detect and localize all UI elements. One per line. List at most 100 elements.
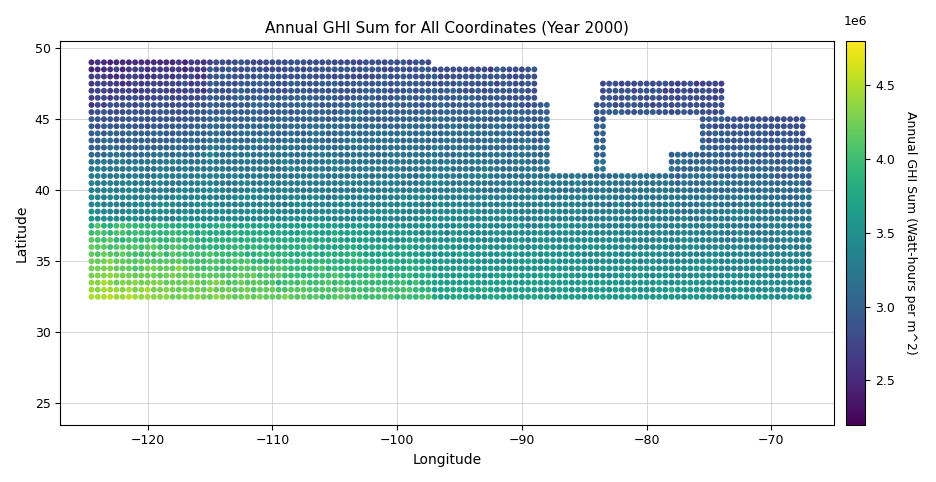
Point	[314, 58, 329, 66]
Point	[371, 130, 386, 137]
Point	[103, 136, 118, 144]
Point	[309, 265, 324, 272]
Point	[171, 130, 186, 137]
Point	[701, 272, 716, 280]
Point	[664, 293, 679, 301]
Point	[651, 187, 666, 194]
Point	[333, 87, 348, 94]
Point	[290, 115, 305, 123]
Point	[340, 286, 355, 294]
Point	[789, 158, 804, 166]
Point	[190, 279, 205, 286]
Point	[340, 257, 355, 265]
Point	[670, 179, 685, 187]
Point	[745, 172, 760, 180]
Point	[197, 229, 212, 237]
Point	[789, 293, 804, 301]
Point	[752, 144, 767, 151]
Point	[658, 215, 673, 223]
Point	[253, 236, 268, 244]
Point	[202, 172, 217, 180]
Point	[433, 87, 448, 94]
Point	[427, 279, 442, 286]
Point	[221, 265, 236, 272]
Point	[396, 243, 411, 251]
Point	[178, 229, 193, 237]
Point	[84, 222, 99, 229]
Point	[664, 201, 679, 208]
Point	[389, 58, 404, 66]
Point	[402, 94, 417, 102]
Point	[358, 201, 373, 208]
Point	[258, 158, 273, 166]
Point	[534, 101, 548, 109]
Point	[520, 80, 535, 87]
Point	[302, 66, 317, 73]
Point	[408, 58, 423, 66]
Point	[446, 293, 461, 301]
Point	[396, 215, 411, 223]
Point	[377, 172, 392, 180]
Point	[464, 80, 479, 87]
Point	[689, 243, 704, 251]
Point	[633, 272, 648, 280]
Point	[221, 201, 236, 208]
Point	[658, 229, 673, 237]
Point	[402, 286, 417, 294]
Point	[290, 272, 305, 280]
Point	[384, 58, 399, 66]
Point	[520, 179, 535, 187]
Point	[253, 201, 268, 208]
Point	[127, 158, 142, 166]
Point	[714, 179, 729, 187]
Point	[752, 236, 767, 244]
Point	[502, 265, 517, 272]
Point	[277, 151, 292, 159]
Point	[340, 158, 355, 166]
Point	[552, 172, 567, 180]
Point	[240, 172, 255, 180]
Point	[795, 193, 810, 201]
Point	[452, 265, 467, 272]
Point	[608, 172, 623, 180]
Point	[701, 165, 716, 173]
Point	[483, 87, 498, 94]
Point	[302, 151, 317, 159]
Point	[520, 144, 535, 151]
Point	[459, 144, 474, 151]
Point	[190, 87, 205, 94]
Point	[621, 257, 636, 265]
Point	[277, 58, 292, 66]
Point	[389, 293, 404, 301]
Point	[227, 250, 242, 258]
Point	[309, 201, 324, 208]
Point	[396, 122, 411, 130]
Point	[577, 229, 592, 237]
Point	[483, 101, 498, 109]
Point	[365, 250, 380, 258]
Point	[215, 165, 230, 173]
Point	[446, 215, 461, 223]
Point	[389, 115, 404, 123]
Point	[471, 87, 486, 94]
Point	[515, 243, 530, 251]
Point	[776, 250, 791, 258]
Point	[190, 293, 205, 301]
Point	[427, 201, 442, 208]
Point	[602, 293, 617, 301]
Point	[321, 108, 336, 116]
Point	[633, 108, 648, 116]
Point	[127, 101, 142, 109]
Point	[464, 122, 479, 130]
Point	[197, 215, 212, 223]
Point	[614, 101, 629, 109]
Point	[309, 122, 324, 130]
Point	[446, 108, 461, 116]
Point	[371, 165, 386, 173]
Point	[346, 94, 361, 102]
Point	[608, 80, 623, 87]
Point	[115, 279, 130, 286]
Point	[165, 265, 180, 272]
Point	[496, 272, 511, 280]
Point	[227, 101, 242, 109]
